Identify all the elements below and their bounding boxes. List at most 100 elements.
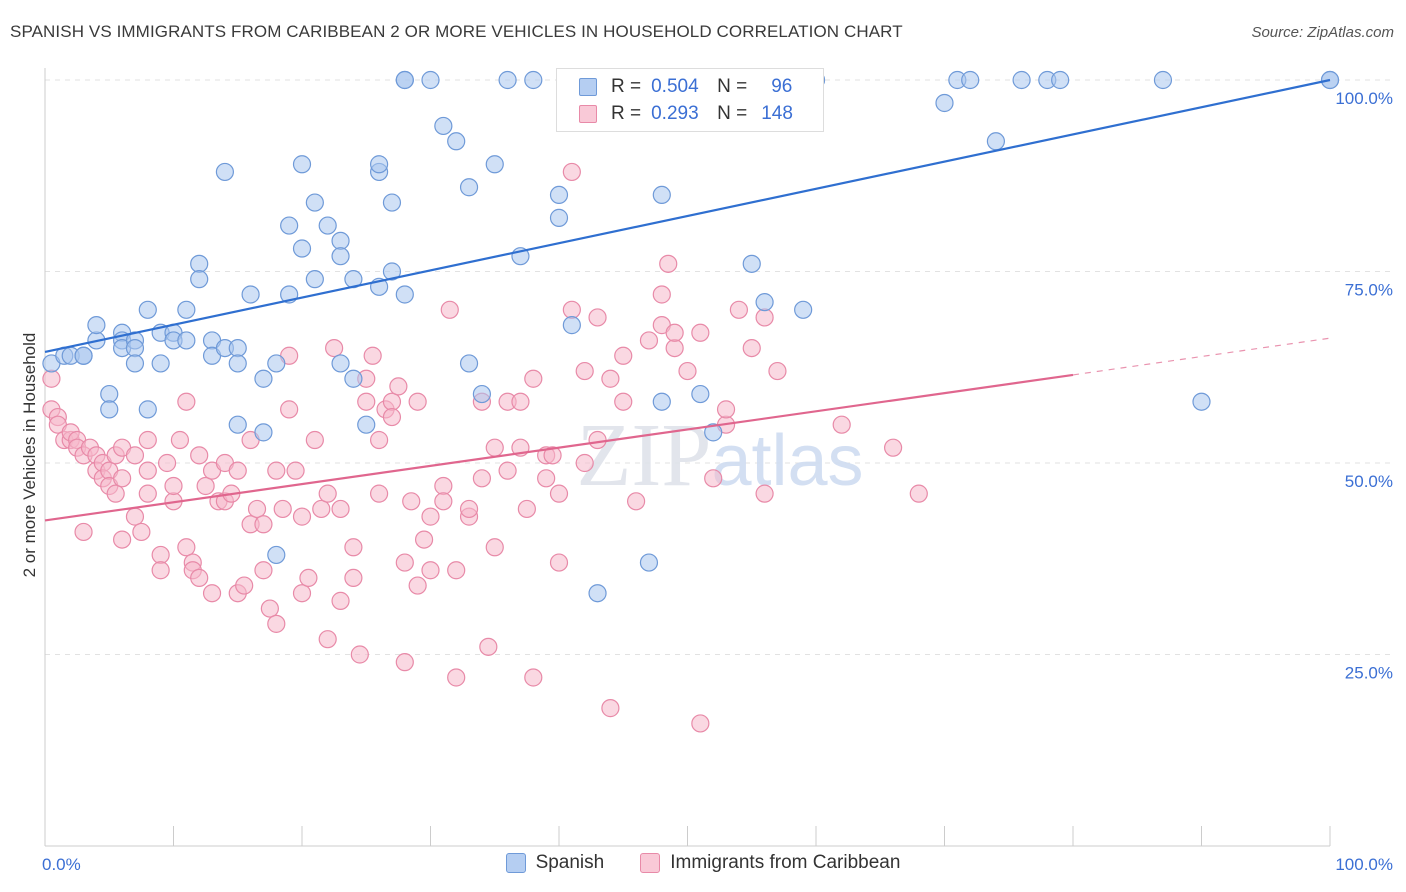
- y-tick-label-2: 75.0%: [1345, 281, 1393, 300]
- point-caribbean-123: [601, 369, 620, 388]
- point-spanish-80: [742, 254, 761, 273]
- watermark-atlas: atlas: [711, 421, 863, 501]
- point-caribbean-65: [299, 568, 318, 588]
- legend-row-spanish: R = 0.504 N = 96: [579, 75, 792, 99]
- legend-row-caribbean: R = 0.293 N = 148: [579, 102, 793, 126]
- point-caribbean-122: [588, 430, 607, 450]
- legend-n-label: N =: [717, 103, 748, 124]
- point-caribbean-108: [511, 392, 530, 411]
- point-caribbean-55: [254, 515, 273, 534]
- point-caribbean-137: [704, 469, 723, 488]
- legend-swatch-caribbean: [640, 853, 661, 873]
- point-caribbean-116: [549, 553, 569, 572]
- point-caribbean-25: [132, 522, 151, 542]
- point-caribbean-124: [601, 699, 620, 718]
- x-tick-label-1: 100.0%: [1335, 855, 1393, 874]
- point-caribbean-27: [138, 484, 157, 503]
- point-caribbean-1: [42, 369, 61, 388]
- point-spanish-13: [125, 339, 145, 358]
- point-spanish-72: [639, 553, 659, 572]
- point-spanish-65: [498, 70, 517, 90]
- point-caribbean-146: [883, 438, 903, 457]
- point-caribbean-42: [202, 584, 222, 603]
- point-spanish-41: [305, 270, 324, 289]
- series-spanish: [42, 70, 1340, 603]
- point-caribbean-33: [164, 476, 183, 496]
- point-spanish-8: [100, 400, 119, 419]
- point-caribbean-76: [357, 392, 376, 411]
- point-caribbean-118: [562, 300, 581, 319]
- point-caribbean-100: [472, 469, 491, 488]
- point-caribbean-72: [331, 499, 350, 519]
- point-spanish-21: [177, 300, 196, 319]
- point-caribbean-133: [665, 323, 684, 342]
- point-caribbean-66: [305, 430, 324, 450]
- point-caribbean-73: [344, 568, 363, 588]
- point-caribbean-61: [280, 400, 299, 419]
- trend-line-caribbean-extension: [1072, 337, 1331, 376]
- point-spanish-91: [1051, 70, 1070, 90]
- point-caribbean-40: [190, 446, 209, 465]
- point-caribbean-93: [434, 476, 453, 496]
- point-spanish-38: [280, 216, 299, 235]
- trend-line-spanish: [44, 78, 1331, 354]
- series-caribbean: [42, 162, 928, 733]
- point-caribbean-128: [639, 331, 659, 350]
- point-caribbean-62: [286, 461, 305, 480]
- point-spanish-14: [125, 354, 145, 373]
- point-caribbean-67: [312, 499, 331, 519]
- y-tick-label-0: 25.0%: [1345, 664, 1393, 683]
- point-spanish-28: [215, 162, 234, 182]
- axes: [44, 68, 1331, 847]
- point-caribbean-57: [267, 614, 286, 633]
- point-caribbean-29: [151, 545, 170, 565]
- legend-label-caribbean: Immigrants from Caribbean: [670, 852, 901, 873]
- point-caribbean-135: [691, 323, 710, 342]
- point-spanish-31: [228, 354, 247, 373]
- point-spanish-89: [1012, 70, 1031, 90]
- point-caribbean-89: [408, 392, 427, 411]
- point-spanish-24: [190, 270, 209, 289]
- stats-legend: R = 0.504 N = 96 R = 0.293 N = 148: [556, 68, 824, 132]
- point-spanish-52: [370, 155, 389, 174]
- point-spanish-59: [434, 116, 453, 136]
- point-spanish-63: [472, 384, 491, 404]
- point-caribbean-95: [440, 300, 459, 319]
- point-caribbean-140: [729, 300, 749, 319]
- point-caribbean-23: [125, 446, 145, 465]
- point-caribbean-74: [344, 538, 363, 557]
- point-spanish-15: [138, 400, 157, 419]
- point-caribbean-134: [678, 361, 697, 381]
- point-spanish-57: [395, 70, 414, 90]
- point-spanish-48: [344, 369, 363, 388]
- point-caribbean-103: [485, 538, 504, 557]
- point-spanish-36: [267, 354, 286, 373]
- point-caribbean-97: [447, 668, 466, 687]
- point-caribbean-141: [742, 339, 761, 358]
- point-caribbean-21: [112, 469, 132, 488]
- point-spanish-61: [459, 178, 479, 197]
- point-caribbean-127: [626, 492, 646, 511]
- point-spanish-54: [382, 193, 402, 212]
- point-spanish-39: [292, 155, 312, 174]
- point-caribbean-91: [421, 507, 440, 526]
- legend-label-spanish: Spanish: [535, 852, 605, 873]
- point-caribbean-39: [190, 568, 209, 588]
- legend-item-spanish[interactable]: Spanish: [505, 852, 605, 874]
- point-caribbean-145: [832, 415, 851, 434]
- point-caribbean-69: [318, 630, 337, 649]
- point-caribbean-31: [157, 453, 177, 473]
- point-spanish-62: [459, 354, 479, 373]
- point-caribbean-79: [370, 484, 389, 503]
- point-caribbean-75: [350, 645, 369, 664]
- point-caribbean-85: [395, 553, 414, 572]
- legend-item-caribbean[interactable]: Immigrants from Caribbean: [640, 852, 900, 874]
- point-spanish-88: [986, 132, 1006, 151]
- point-caribbean-126: [614, 392, 633, 411]
- point-caribbean-131: [659, 254, 678, 273]
- point-spanish-70: [562, 316, 581, 335]
- point-caribbean-34: [170, 430, 190, 450]
- point-caribbean-78: [363, 346, 382, 365]
- point-caribbean-50: [235, 576, 254, 595]
- point-caribbean-86: [395, 653, 414, 672]
